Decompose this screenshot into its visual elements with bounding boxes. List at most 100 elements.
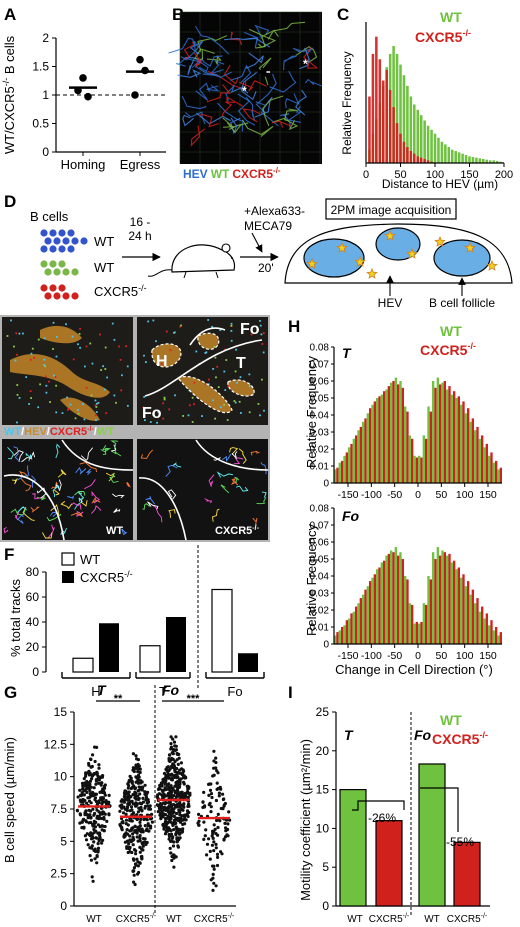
- panel-g-dot: [214, 842, 218, 847]
- panel-c-bar-wt: [430, 129, 433, 163]
- panel-e-cell-dot: [66, 396, 68, 399]
- panel-e-hev-vessel: [197, 333, 219, 350]
- panel-h: H WT CXCR5-/- 00.010.020.030.040.050.060…: [288, 317, 502, 677]
- panel-g-dot: [186, 791, 190, 795]
- panel-g-dot: [176, 819, 181, 823]
- panel-g-dot: [179, 777, 183, 781]
- panel-g-dot: [95, 808, 99, 812]
- panel-h-bottom-bar-cx: [345, 620, 348, 644]
- panel-g-dot: [128, 834, 132, 838]
- panel-g-dot: [170, 776, 174, 780]
- panel-h-top-bar-wt: [343, 455, 346, 483]
- panel-g-dot: [76, 795, 80, 799]
- panel-b-strand: [287, 105, 303, 123]
- panel-e-cell-dot: [103, 388, 106, 391]
- panel-h-top-bar-cx: [355, 435, 358, 483]
- panel-g-dot: [125, 828, 129, 832]
- panel-e-cell-dot: [44, 365, 47, 368]
- panel-h-bottom-bar-cx: [401, 559, 404, 644]
- panel-g-dot: [214, 766, 218, 770]
- panel-e-cell-dot: [156, 421, 158, 424]
- panel-h-bottom-bar-cx: [336, 632, 339, 644]
- panel-e-cell-dot: [201, 415, 203, 417]
- panel-h-bottom-bar-cx: [462, 574, 465, 644]
- panel-h-top-bar-wt: [483, 447, 486, 483]
- panel-g-dot: [216, 771, 220, 775]
- panel-h-top-bar-wt: [418, 455, 421, 483]
- panel-h-top-bar-cx: [359, 426, 362, 483]
- panel-i-xlabel-wt2: WT: [424, 914, 440, 925]
- panel-g-dot: [217, 794, 221, 798]
- panel-e-cell-track: [30, 506, 40, 513]
- panel-c-bar-cx: [399, 133, 402, 163]
- panel-g-dot: [180, 814, 184, 818]
- panel-c-bar-cx: [378, 59, 382, 164]
- panel-g-dot: [211, 836, 215, 841]
- panel-b-strand: [295, 89, 307, 116]
- panel-g-dot: [164, 767, 168, 772]
- panel-g-dot: [94, 800, 99, 804]
- panel-b-strand: [269, 70, 297, 93]
- panel-g-dot: [186, 787, 190, 791]
- panel-h-top-bar-wt: [394, 377, 397, 483]
- panel-e-cell-track: [145, 496, 156, 505]
- panel-f-ytick-label: 40: [26, 615, 40, 629]
- panel-d-cell: [44, 292, 52, 300]
- panel-g-dot: [221, 792, 225, 796]
- panel-g-dot: [134, 852, 138, 856]
- panel-d-cell: [49, 260, 57, 268]
- panel-e-cell-dot: [22, 332, 24, 335]
- panel-e-cell-dot: [205, 351, 208, 354]
- panel-e-cell-dot: [89, 342, 92, 345]
- panel-g-dot: [132, 858, 136, 862]
- panel-b-strand: [304, 78, 323, 87]
- panel-g-dot: [135, 857, 139, 861]
- panel-e-cell-track: [79, 462, 97, 473]
- panel-c-bar-wt: [457, 152, 461, 163]
- panel-h-bottom-bar-cx: [350, 613, 353, 644]
- panel-letter-g: G: [4, 683, 17, 702]
- panel-h-top-xtick-label: 0: [415, 489, 421, 501]
- panel-g-dot: [149, 824, 153, 828]
- panel-e-cell-track: [233, 457, 244, 465]
- panel-g-dot: [175, 775, 179, 779]
- panel-g-dot: [214, 760, 218, 765]
- panel-g-dot: [172, 763, 176, 767]
- panel-e-label-t: T: [236, 355, 246, 372]
- panel-c-legend-cx: CXCR5-/-: [415, 28, 471, 45]
- panel-h-top-bar-wt: [446, 389, 449, 483]
- panel-e-cell-dot: [207, 383, 210, 386]
- panel-g-dot: [209, 810, 213, 814]
- panel-e-cell-dot: [55, 411, 58, 414]
- panel-c-xtick-label: 150: [460, 169, 478, 181]
- panel-g-dot: [127, 803, 131, 807]
- panel-d-cell: [49, 245, 57, 253]
- panel-letter-c: C: [337, 5, 349, 24]
- panel-e-cell-track: [54, 489, 60, 496]
- panel-c-bar-wt: [495, 161, 499, 163]
- panel-g-dot: [94, 820, 98, 824]
- panel-g-dot: [100, 841, 104, 845]
- panel-h-top-bar-wt: [427, 406, 430, 483]
- panel-b-asterisk-1: *: [242, 84, 247, 98]
- panel-c-bar-wt: [426, 125, 430, 163]
- panel-i-xlabel-wt1: WT: [347, 914, 363, 925]
- panel-g-dot: [78, 788, 82, 792]
- star-icon: [464, 241, 476, 253]
- panel-g-dot: [138, 861, 142, 865]
- panel-g-dot: [162, 771, 167, 776]
- panel-e-cell-dot: [220, 406, 222, 409]
- panel-g-dot: [164, 819, 168, 823]
- panel-h-top-bar-cx: [406, 411, 409, 483]
- panel-g-dot: [82, 825, 86, 829]
- panel-g-dot: [168, 819, 172, 823]
- panel-e-bottom-cx: CXCR5-/-: [215, 525, 260, 537]
- star-icon: [366, 267, 378, 279]
- panel-e-track-boundary-3: [138, 477, 187, 541]
- star-icon: [306, 257, 318, 269]
- panel-h-top-bar-cx: [467, 408, 470, 483]
- panel-g-dot: [163, 782, 167, 786]
- panel-e-cell-dot: [52, 321, 55, 324]
- panel-h-bottom-xtick-label: -50: [387, 650, 402, 662]
- panel-e-cell-dot: [74, 417, 77, 420]
